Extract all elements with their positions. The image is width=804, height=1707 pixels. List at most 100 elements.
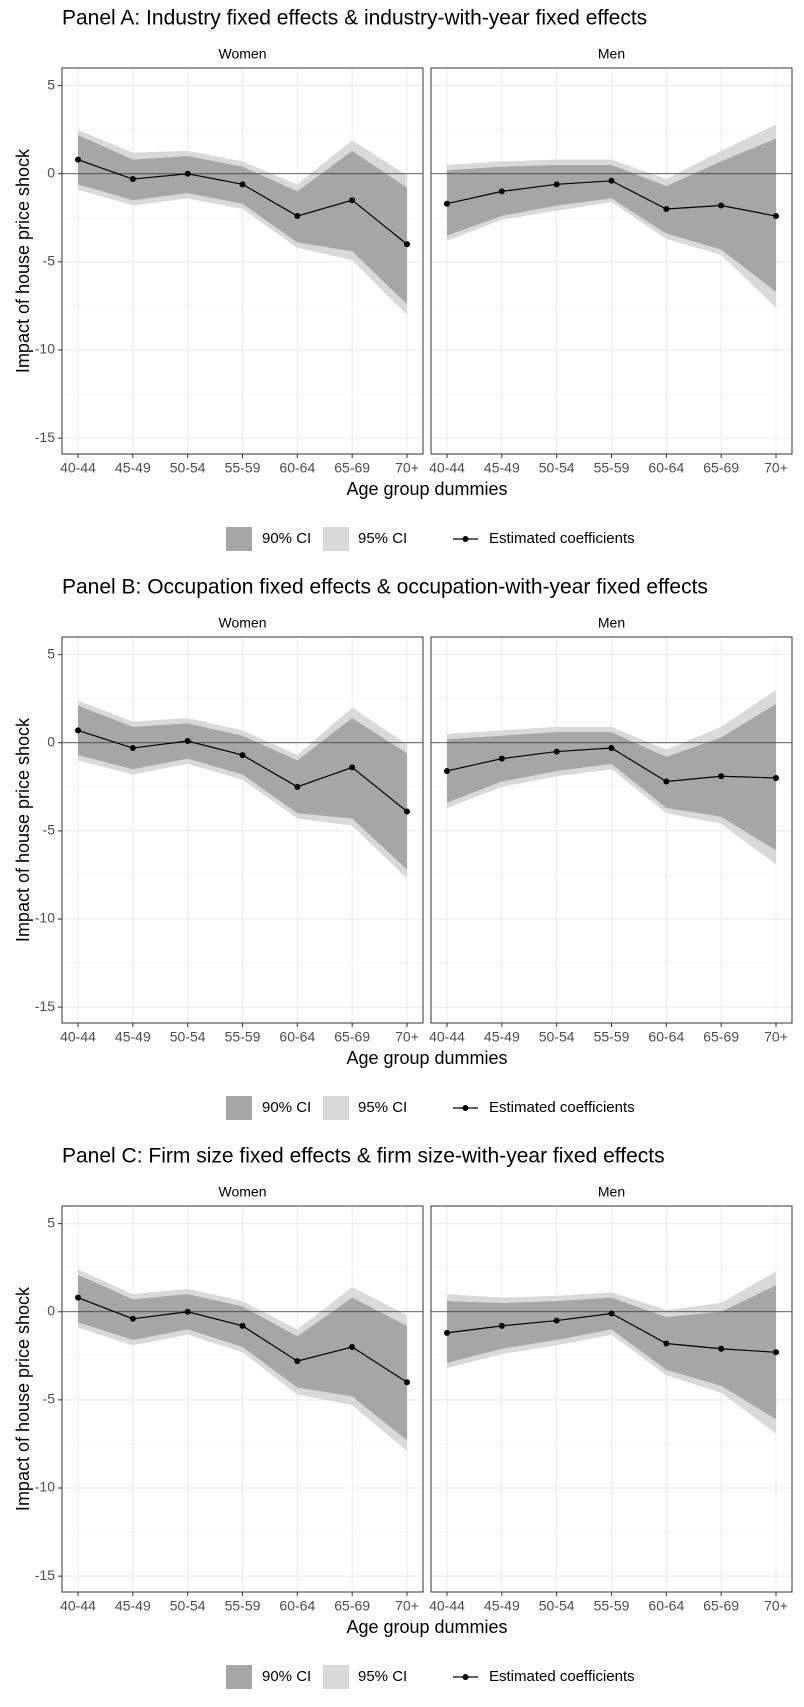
coefficient-point [663, 778, 670, 785]
ci90-band [78, 1274, 407, 1441]
coefficient-point [239, 1322, 246, 1329]
coefficient-point [553, 1317, 560, 1324]
legend-label: 95% CI [358, 1099, 407, 1116]
panel-title: Panel C: Firm size fixed effects & firm … [62, 1145, 665, 1168]
legend-label: Estimated coefficients [489, 1099, 635, 1116]
legend-key [462, 536, 469, 542]
ci90-band [78, 134, 407, 305]
x-tick-label: 65-69 [703, 1598, 739, 1614]
y-tick-label: 5 [47, 76, 55, 92]
coefficient-point [349, 197, 356, 204]
legend-key [462, 1674, 469, 1680]
y-axis-label: Impact of house price shock [13, 717, 33, 942]
panel-title: Panel A: Industry fixed effects & indust… [62, 7, 647, 30]
y-tick-label: -5 [43, 253, 56, 269]
x-tick-label: 70+ [764, 1029, 788, 1045]
y-tick-label: -10 [35, 910, 55, 926]
coefficient-point [773, 775, 779, 782]
legend-label: 90% CI [262, 1099, 311, 1116]
legend-label: Estimated coefficients [489, 530, 635, 547]
coefficient-point [553, 181, 560, 188]
legend-key [226, 527, 252, 551]
x-tick-label: 60-64 [648, 1598, 684, 1614]
y-tick-label: -10 [35, 1479, 55, 1495]
x-tick-label: 65-69 [703, 1029, 739, 1045]
coefficient-point [773, 1349, 779, 1356]
coefficient-point [129, 1315, 136, 1322]
x-tick-label: 65-69 [334, 1029, 370, 1045]
strip [62, 613, 423, 633]
legend-label: 95% CI [358, 530, 407, 547]
y-tick-label: 5 [47, 1214, 55, 1230]
coefficient-point [184, 170, 191, 177]
coefficient-point [75, 727, 81, 734]
x-tick-label: 45-49 [115, 460, 151, 476]
y-axis-label: Impact of house price shock [13, 1286, 33, 1511]
coefficient-point [184, 737, 191, 744]
coefficient-point [498, 755, 505, 762]
x-tick-label: 55-59 [594, 1029, 630, 1045]
legend-label: 90% CI [262, 530, 311, 547]
coefficient-point [294, 213, 301, 220]
y-tick-label: -5 [43, 1391, 56, 1407]
ci90-band [447, 138, 776, 292]
x-tick-label: 40-44 [429, 1029, 465, 1045]
coefficient-point [498, 188, 505, 195]
coefficient-point [498, 1322, 505, 1329]
facet-label: Men [598, 1184, 625, 1200]
coefficient-point [129, 745, 136, 752]
y-tick-label: -15 [35, 1567, 55, 1583]
coefficient-point [608, 745, 615, 752]
x-tick-label: 55-59 [594, 1598, 630, 1614]
x-tick-label: 50-54 [170, 460, 206, 476]
panel-title: Panel B: Occupation fixed effects & occu… [62, 576, 708, 599]
y-tick-label: 5 [47, 645, 55, 661]
coefficient-point [444, 200, 450, 207]
coefficient-point [608, 177, 615, 184]
legend-label: Estimated coefficients [489, 1668, 635, 1685]
coefficient-point [349, 764, 356, 771]
y-tick-label: -5 [43, 822, 56, 838]
x-tick-label: 45-49 [115, 1029, 151, 1045]
coefficient-point [553, 748, 560, 755]
coefficient-point [663, 206, 670, 213]
x-tick-label: 50-54 [170, 1029, 206, 1045]
strip [431, 1182, 792, 1202]
coefficient-point [404, 241, 410, 248]
facet-label: Women [219, 46, 267, 62]
y-tick-label: 0 [47, 1302, 55, 1318]
coefficient-point [773, 213, 779, 220]
x-tick-label: 50-54 [539, 1598, 575, 1614]
y-tick-label: 0 [47, 733, 55, 749]
facet-label: Women [219, 615, 267, 631]
coefficient-point [75, 156, 81, 163]
coefficient-point [718, 773, 725, 780]
legend-key [323, 1665, 349, 1689]
coefficient-point [444, 1329, 450, 1336]
x-tick-label: 45-49 [115, 1598, 151, 1614]
legend-key [323, 1096, 349, 1120]
facet-label: Women [219, 1184, 267, 1200]
coefficient-point [129, 176, 136, 183]
legend-label: 95% CI [358, 1668, 407, 1685]
x-tick-label: 55-59 [225, 1029, 261, 1045]
y-tick-label: -15 [35, 998, 55, 1014]
coefficient-point [718, 1345, 725, 1352]
x-tick-label: 40-44 [60, 460, 96, 476]
strip [431, 613, 792, 633]
ci90-band [447, 703, 776, 851]
coefficient-point [294, 1358, 301, 1365]
facet-label: Men [598, 46, 625, 62]
x-tick-label: 45-49 [484, 1029, 520, 1045]
x-tick-label: 50-54 [539, 1029, 575, 1045]
x-tick-label: 40-44 [60, 1029, 96, 1045]
legend-label: 90% CI [262, 1668, 311, 1685]
x-tick-label: 60-64 [648, 1029, 684, 1045]
x-tick-label: 40-44 [60, 1598, 96, 1614]
coefficient-point [404, 808, 410, 815]
x-tick-label: 60-64 [279, 1598, 315, 1614]
coefficient-point [75, 1294, 81, 1301]
ci95-band [447, 689, 776, 865]
x-tick-label: 55-59 [225, 460, 261, 476]
coefficient-point [718, 202, 725, 209]
